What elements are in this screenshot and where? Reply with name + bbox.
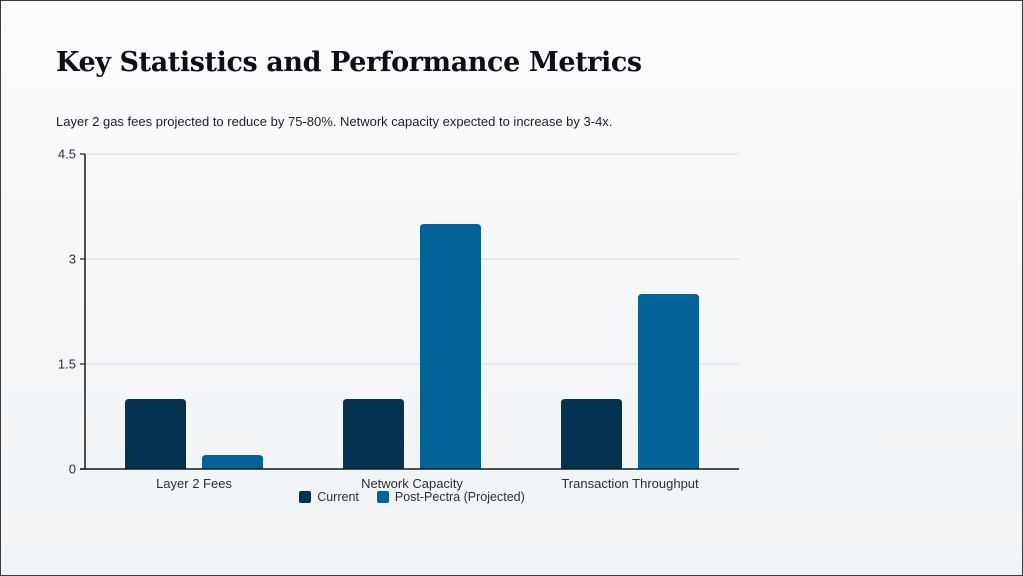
- legend-swatch-post-pectra: [376, 491, 389, 503]
- chart-legend: Current Post-Pectra (Projected): [1, 490, 823, 504]
- bar-post-pectra: [202, 455, 263, 469]
- bar-current: [125, 399, 186, 469]
- legend-swatch-current: [299, 491, 312, 503]
- bar-current: [561, 399, 622, 469]
- bar-post-pectra: [420, 224, 481, 469]
- legend-item-post-pectra[interactable]: Post-Pectra (Projected): [376, 490, 525, 504]
- page-subtitle: Layer 2 gas fees projected to reduce by …: [56, 114, 613, 129]
- legend-label-post-pectra: Post-Pectra (Projected): [394, 490, 525, 504]
- page-title: Key Statistics and Performance Metrics: [56, 47, 642, 78]
- y-tick-label: 3: [69, 252, 76, 267]
- x-tick-label: Network Capacity: [361, 476, 463, 491]
- legend-label-current: Current: [317, 490, 359, 504]
- y-tick-label: 4.5: [58, 147, 76, 162]
- legend-item-current[interactable]: Current: [299, 490, 359, 504]
- bar-current: [343, 399, 404, 469]
- y-tick-label: 0: [69, 462, 76, 477]
- y-tick-label: 1.5: [58, 357, 76, 372]
- x-tick-label: Transaction Throughput: [561, 476, 699, 491]
- bar-post-pectra: [638, 294, 699, 469]
- x-tick-label: Layer 2 Fees: [156, 476, 232, 491]
